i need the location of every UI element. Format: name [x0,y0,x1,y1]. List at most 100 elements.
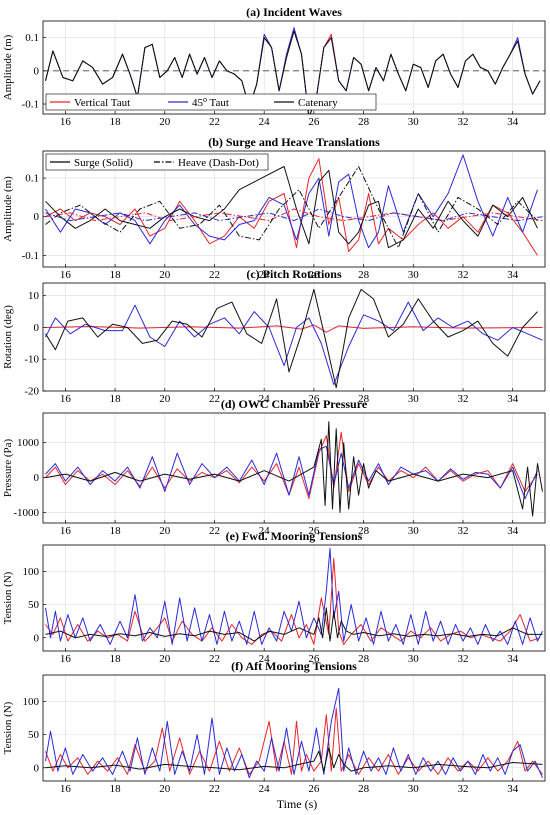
plot-frame [42,282,546,392]
panel-b: (b) Surge and Heave Translations 16 18 20 22… [2,135,546,281]
y-tick-label: 0.1 [25,32,39,44]
x-tick-label: 22 [209,525,220,537]
y-tick-label: -0.1 [22,250,39,262]
panel-e-title: (e) Fwd. Mooring Tensions [226,529,363,543]
x-tick-label: 26 [308,653,320,665]
x-tick-label: 20 [159,393,171,405]
y-tick-label: 50 [28,729,40,741]
x-tick-label: 32 [457,783,468,795]
x-tick-label: 18 [110,783,122,795]
series-c-1 [45,301,543,386]
x-tick-label: 24 [259,653,271,665]
panel-d: (d) OWC Chamber Pressure 16 18 20 22 24 26 28 30… [2,397,546,537]
x-tick-label: 22 [209,393,220,405]
x-tick-label: 30 [408,393,420,405]
plot-frame [42,20,546,115]
plot-frame [42,544,546,652]
series-f-1 [45,687,543,779]
panel-b-ylabel: Amplitude (m) [2,176,14,242]
x-tick-label: 22 [209,783,220,795]
series-b-5 [45,166,538,249]
x-tick-label: 28 [358,653,370,665]
x-tick-label: 32 [457,116,468,128]
series-e-2 [45,607,543,642]
plot-frame [42,150,546,268]
y-tick-label: 100 [23,566,40,578]
panel-a-title: (a) Incident Waves [246,5,342,19]
x-tick-label: 26 [308,783,320,795]
x-tick-label: 16 [60,393,72,405]
x-tick-label: 24 [259,783,271,795]
series-a-2 [45,30,541,114]
series-b-0 [45,158,538,256]
x-tick-label: 34 [507,116,519,128]
x-tick-label: 22 [209,269,220,281]
series-b-2 [45,166,538,249]
x-tick-label: 26 [308,269,320,281]
x-tick-label: 16 [60,783,72,795]
legend: Surge (Solid) Heave (Dash-Dot) [45,153,269,171]
panel-f-title: (f) Aft Mooring Tensions [231,659,357,673]
series-f-2 [45,747,543,772]
series-b-1 [45,154,538,249]
x-tick-label: 30 [408,783,420,795]
series-d-0 [45,431,538,500]
panel-e: (e) Fwd. Mooring Tensions 16 18 20 22 24 26 28 3… [2,529,546,665]
y-tick-label: -10 [24,354,39,366]
legend-entry: Surge (Solid) [74,157,133,169]
x-tick-label: 32 [457,269,468,281]
legend-entry: Catenary [298,97,338,109]
x-tick-label: 20 [159,783,171,795]
x-tick-label: 20 [159,269,171,281]
x-tick-label: 28 [358,525,370,537]
panel-d-title: (d) OWC Chamber Pressure [221,397,368,411]
x-tick-label: 32 [457,393,468,405]
x-tick-label: 32 [457,653,468,665]
y-tick-label: -0.1 [22,99,39,111]
panel-e-ylabel: Tension (N) [2,571,14,624]
x-tick-label: 20 [159,653,171,665]
x-tick-label: 16 [60,653,72,665]
x-tick-label: 32 [457,525,468,537]
series-c-2 [45,288,538,389]
x-tick-label: 28 [358,393,370,405]
y-tick-label: 10 [28,290,40,302]
y-tick-label: 0 [34,762,40,774]
x-tick-label: 18 [110,653,122,665]
x-tick-label: 24 [259,116,271,128]
x-tick-label: 28 [358,269,370,281]
y-tick-label: 0 [34,65,40,77]
x-tick-label: 26 [308,116,320,128]
series-b-3 [45,208,543,222]
x-tick-label: 30 [408,653,420,665]
plot-frame [42,674,546,782]
x-tick-label: 16 [60,525,72,537]
legend-entry: Heave (Dash-Dot) [178,157,259,169]
series-d-1 [45,445,538,500]
panel-c-title: (c) Pitch Rotations [246,267,342,281]
plot-frame [42,412,546,524]
x-tick-label: 24 [259,525,271,537]
panel-f-ylabel: Tension (N) [2,701,14,754]
x-tick-label: 24 [259,393,271,405]
panel-a: (a) Incident Waves 16 18 20 22 24 26 28 30 32 34 -0… [2,5,546,128]
series-e-1 [45,547,543,645]
y-tick-label: -20 [24,386,39,398]
x-tick-label: 22 [209,653,220,665]
y-tick-label: 0 [34,211,40,223]
x-tick-label: 18 [110,269,122,281]
x-tick-label: 30 [408,116,420,128]
x-tick-label: 20 [159,116,171,128]
panel-c-ylabel: Rotation (deg) [2,305,14,369]
y-tick-label: 50 [28,599,40,611]
x-tick-label: 28 [358,783,370,795]
series-d-2 [45,421,543,517]
x-tick-label: 30 [408,269,420,281]
x-tick-label: 26 [308,393,320,405]
legend-entry: Vertical Taut [74,97,130,109]
series-b-4 [45,208,543,222]
panel-a-ylabel: Amplitude (m) [2,34,14,100]
y-tick-label: 0 [34,322,40,334]
x-tick-label: 22 [209,116,220,128]
